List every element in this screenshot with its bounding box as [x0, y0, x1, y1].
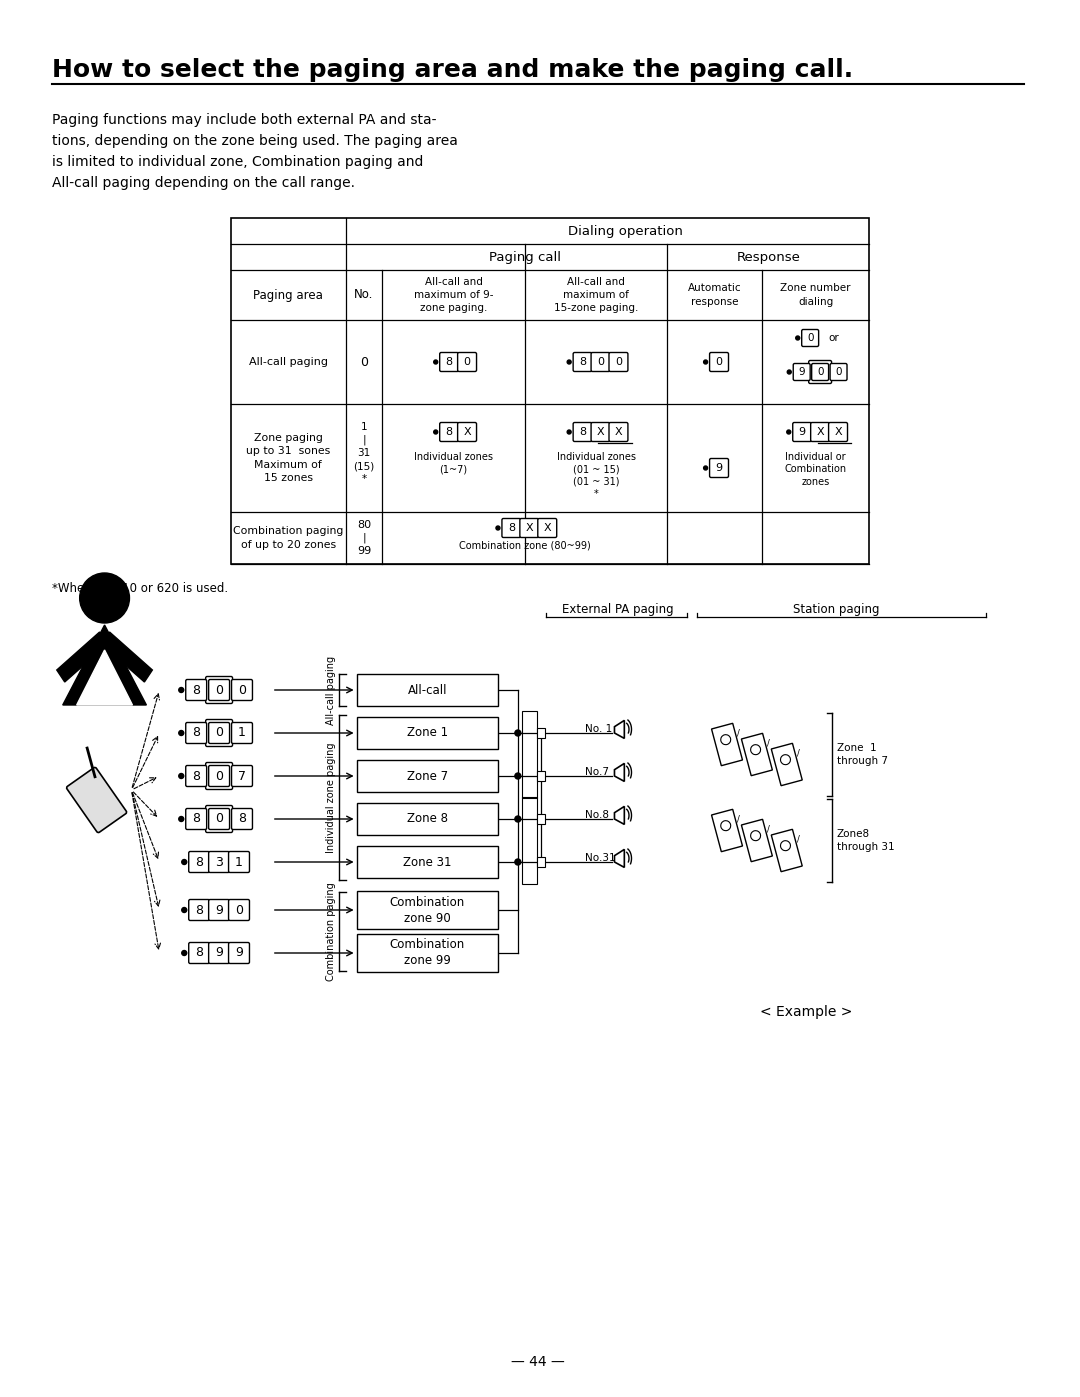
Text: 8: 8	[446, 358, 453, 367]
Polygon shape	[57, 631, 107, 682]
Text: 9: 9	[215, 904, 224, 916]
Text: 8: 8	[192, 770, 200, 782]
Text: Zone8
through 31: Zone8 through 31	[837, 828, 894, 852]
Bar	[741, 733, 772, 775]
Text: 8: 8	[446, 427, 453, 437]
Text: All-call paging: All-call paging	[248, 358, 328, 367]
Text: All-call and
maximum of 9-
zone paging.: All-call and maximum of 9- zone paging.	[414, 277, 494, 313]
Circle shape	[181, 908, 187, 912]
FancyBboxPatch shape	[591, 352, 610, 372]
Text: 9: 9	[798, 427, 806, 437]
Text: 1: 1	[235, 855, 243, 869]
Text: 8: 8	[192, 726, 200, 739]
Text: 8: 8	[192, 813, 200, 826]
Bar	[537, 771, 544, 781]
Text: 0: 0	[215, 683, 224, 697]
Text: No.8: No.8	[584, 810, 609, 820]
FancyBboxPatch shape	[811, 422, 829, 441]
Circle shape	[80, 573, 130, 623]
FancyBboxPatch shape	[440, 352, 459, 372]
Circle shape	[515, 773, 521, 780]
Text: X: X	[834, 427, 842, 437]
FancyBboxPatch shape	[186, 809, 206, 830]
FancyBboxPatch shape	[186, 679, 206, 700]
Text: 0: 0	[807, 332, 813, 344]
FancyBboxPatch shape	[831, 363, 847, 380]
Text: Zone 7: Zone 7	[407, 770, 448, 782]
Text: How to select the paging area and make the paging call.: How to select the paging area and make t…	[52, 59, 853, 82]
Text: Zone  1
through 7: Zone 1 through 7	[837, 743, 888, 766]
FancyBboxPatch shape	[519, 518, 539, 538]
FancyBboxPatch shape	[208, 766, 230, 787]
FancyBboxPatch shape	[458, 352, 476, 372]
FancyBboxPatch shape	[609, 352, 627, 372]
Text: /: /	[797, 834, 799, 844]
Bar	[231, 218, 869, 564]
Text: Zone 1: Zone 1	[407, 726, 448, 739]
FancyBboxPatch shape	[208, 900, 230, 921]
Text: 0: 0	[835, 367, 841, 377]
FancyBboxPatch shape	[186, 766, 206, 787]
Circle shape	[567, 360, 571, 365]
Text: 0: 0	[215, 726, 224, 739]
FancyBboxPatch shape	[229, 852, 249, 873]
FancyBboxPatch shape	[208, 852, 230, 873]
Text: 8: 8	[195, 855, 203, 869]
Bar	[712, 724, 742, 766]
Text: X: X	[816, 427, 824, 437]
Circle shape	[703, 360, 707, 365]
Text: Combination zone (80~99): Combination zone (80~99)	[459, 541, 591, 550]
Text: 8: 8	[508, 522, 515, 534]
Text: 0: 0	[816, 367, 823, 377]
Text: Individual zone paging: Individual zone paging	[326, 742, 336, 852]
Circle shape	[179, 731, 184, 735]
Text: Response: Response	[737, 250, 800, 264]
Text: Paging call: Paging call	[489, 250, 561, 264]
Text: Zone 31: Zone 31	[403, 855, 451, 869]
Text: All-call: All-call	[407, 683, 447, 697]
Text: Combination paging
of up to 20 zones: Combination paging of up to 20 zones	[233, 527, 343, 549]
Text: /: /	[767, 739, 770, 747]
Text: 0: 0	[215, 813, 224, 826]
FancyBboxPatch shape	[538, 518, 556, 538]
Text: 9: 9	[215, 947, 224, 960]
Bar	[771, 830, 802, 872]
Text: < Example >: < Example >	[760, 1004, 853, 1018]
Bar	[522, 711, 537, 798]
FancyBboxPatch shape	[573, 352, 592, 372]
Text: External PA paging: External PA paging	[562, 604, 673, 616]
Text: 1
|
31
(15)
*: 1 | 31 (15) *	[353, 422, 375, 483]
Text: All-call and
maximum of
15-zone paging.: All-call and maximum of 15-zone paging.	[554, 277, 638, 313]
Text: Dialing operation: Dialing operation	[568, 225, 684, 237]
Circle shape	[179, 774, 184, 778]
Circle shape	[179, 687, 184, 693]
Text: Zone number
dialing: Zone number dialing	[781, 284, 851, 306]
Text: 7: 7	[238, 770, 246, 782]
Circle shape	[496, 527, 500, 529]
Text: Individual or
Combination
zones: Individual or Combination zones	[784, 453, 847, 486]
FancyBboxPatch shape	[801, 330, 819, 346]
Text: Combination paging: Combination paging	[326, 882, 336, 981]
Text: 3: 3	[215, 855, 224, 869]
Text: 8: 8	[192, 683, 200, 697]
Text: 8: 8	[579, 358, 586, 367]
Circle shape	[796, 337, 799, 339]
FancyBboxPatch shape	[67, 767, 126, 833]
FancyBboxPatch shape	[231, 766, 253, 787]
Bar	[356, 891, 498, 929]
Circle shape	[515, 731, 521, 736]
Text: No. 1: No. 1	[584, 724, 612, 733]
Text: /: /	[767, 824, 770, 834]
FancyBboxPatch shape	[229, 943, 249, 964]
Text: X: X	[615, 427, 622, 437]
Polygon shape	[63, 624, 147, 705]
Text: 0: 0	[238, 683, 246, 697]
Circle shape	[181, 950, 187, 956]
FancyBboxPatch shape	[710, 458, 729, 478]
Text: 0: 0	[463, 358, 471, 367]
Circle shape	[703, 467, 707, 469]
Text: Zone 8: Zone 8	[407, 813, 448, 826]
FancyBboxPatch shape	[189, 852, 210, 873]
Text: 0: 0	[360, 355, 368, 369]
Bar	[537, 856, 544, 868]
